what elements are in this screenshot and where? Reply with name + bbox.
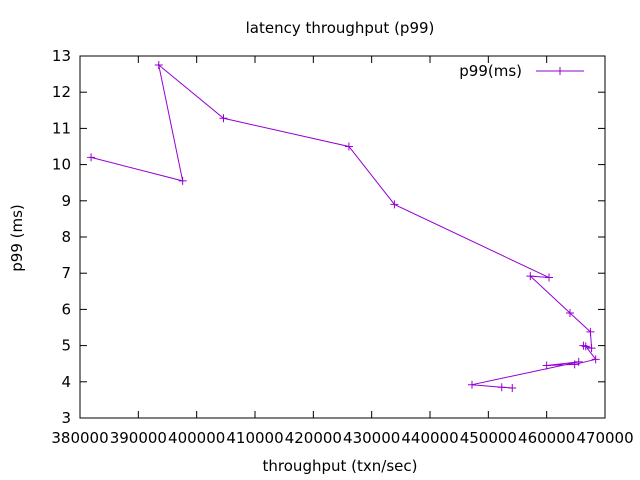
- data-point: [545, 273, 553, 282]
- x-axis-ticks: 380000 390000 400000 410000 420000 430000 4400…: [51, 56, 634, 447]
- data-point: [344, 142, 353, 151]
- plot-frame: [79, 55, 606, 419]
- data-point: [581, 342, 590, 351]
- x-tick-label: 460000: [518, 429, 575, 447]
- y-tick-label: 7: [61, 264, 71, 282]
- y-axis-label: p99 (ms): [8, 204, 26, 272]
- data-point: [566, 309, 574, 318]
- data-point: [178, 176, 187, 185]
- x-tick-label: 430000: [343, 429, 400, 447]
- legend-marker: [556, 67, 564, 75]
- y-tick-label: 9: [61, 192, 71, 210]
- x-tick-label: 410000: [226, 429, 283, 447]
- x-axis-label: throughput (txn/sec): [263, 457, 418, 475]
- data-point: [526, 272, 535, 281]
- x-tick-label: 450000: [460, 429, 517, 447]
- data-point: [591, 355, 600, 364]
- data-point: [154, 61, 163, 70]
- data-point: [574, 357, 583, 366]
- series-layer: [87, 61, 600, 392]
- x-tick-label: 440000: [401, 429, 458, 447]
- x-tick-label: 390000: [110, 429, 167, 447]
- y-tick-label: 13: [52, 47, 71, 65]
- y-axis-ticks: 3 4 5 6 7 8 9 10 11 12 13: [52, 47, 605, 427]
- y-tick-label: 11: [52, 119, 71, 137]
- data-point: [390, 200, 399, 209]
- data-point: [468, 380, 476, 389]
- legend: p99(ms): [459, 62, 584, 80]
- y-tick-label: 5: [61, 337, 71, 355]
- data-point: [87, 153, 96, 162]
- y-tick-label: 3: [61, 409, 71, 427]
- legend-label: p99(ms): [459, 62, 522, 80]
- data-point: [570, 360, 579, 369]
- data-point: [542, 361, 551, 370]
- x-tick-label: 420000: [285, 429, 342, 447]
- y-tick-label: 12: [52, 83, 71, 101]
- data-point: [219, 114, 228, 123]
- x-tick-label: 400000: [168, 429, 225, 447]
- series-line: [90, 63, 597, 389]
- y-tick-label: 6: [61, 300, 71, 318]
- legend-point: [556, 67, 564, 75]
- data-point: [587, 344, 596, 353]
- y-tick-label: 8: [61, 228, 71, 246]
- data-point: [586, 327, 595, 336]
- data-point: [508, 383, 517, 392]
- chart-title: latency throughput (p99): [246, 19, 435, 37]
- data-point: [497, 383, 506, 392]
- x-tick-label: 380000: [51, 429, 108, 447]
- y-tick-label: 10: [52, 156, 71, 174]
- y-tick-label: 4: [61, 373, 71, 391]
- x-tick-label: 470000: [576, 429, 633, 447]
